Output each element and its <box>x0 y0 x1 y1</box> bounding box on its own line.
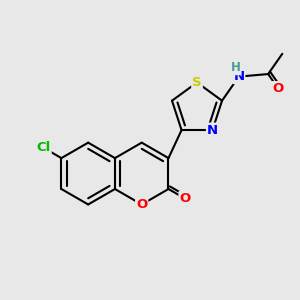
Text: N: N <box>233 70 244 83</box>
Text: O: O <box>136 198 147 211</box>
Text: O: O <box>273 82 284 95</box>
Text: Cl: Cl <box>36 141 51 154</box>
Text: S: S <box>192 76 202 89</box>
Text: O: O <box>179 192 191 205</box>
Text: N: N <box>207 124 218 136</box>
Text: H: H <box>230 61 240 74</box>
